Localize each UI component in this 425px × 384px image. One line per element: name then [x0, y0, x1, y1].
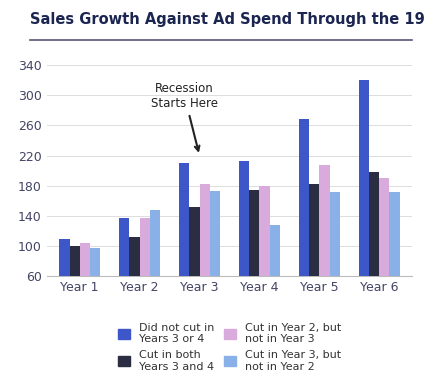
Bar [70, 245, 80, 322]
Bar [119, 218, 130, 322]
Bar [200, 184, 210, 322]
Bar [249, 190, 259, 322]
Bar [150, 210, 160, 322]
Bar [130, 237, 140, 322]
Text: Sales Growth Against Ad Spend Through the 1981-1982 Recession: Sales Growth Against Ad Spend Through th… [30, 12, 425, 26]
Bar [179, 163, 190, 322]
Bar [80, 243, 90, 322]
Bar [269, 225, 280, 322]
Text: Recession
Starts Here: Recession Starts Here [151, 82, 218, 151]
Legend: Did not cut in
Years 3 or 4, Cut in both
Years 3 and 4, Cut in Year 2, but
not i: Did not cut in Years 3 or 4, Cut in both… [118, 323, 341, 372]
Bar [319, 165, 329, 322]
Bar [379, 178, 389, 322]
Bar [210, 191, 220, 322]
Bar [190, 207, 200, 322]
Bar [239, 161, 249, 322]
Bar [60, 240, 70, 322]
Bar [309, 184, 319, 322]
Bar [369, 172, 379, 322]
Bar [389, 192, 400, 322]
Bar [329, 192, 340, 322]
Bar [90, 248, 100, 322]
Bar [259, 186, 269, 322]
Bar [140, 218, 150, 322]
Bar [299, 119, 309, 322]
Bar [359, 80, 369, 322]
